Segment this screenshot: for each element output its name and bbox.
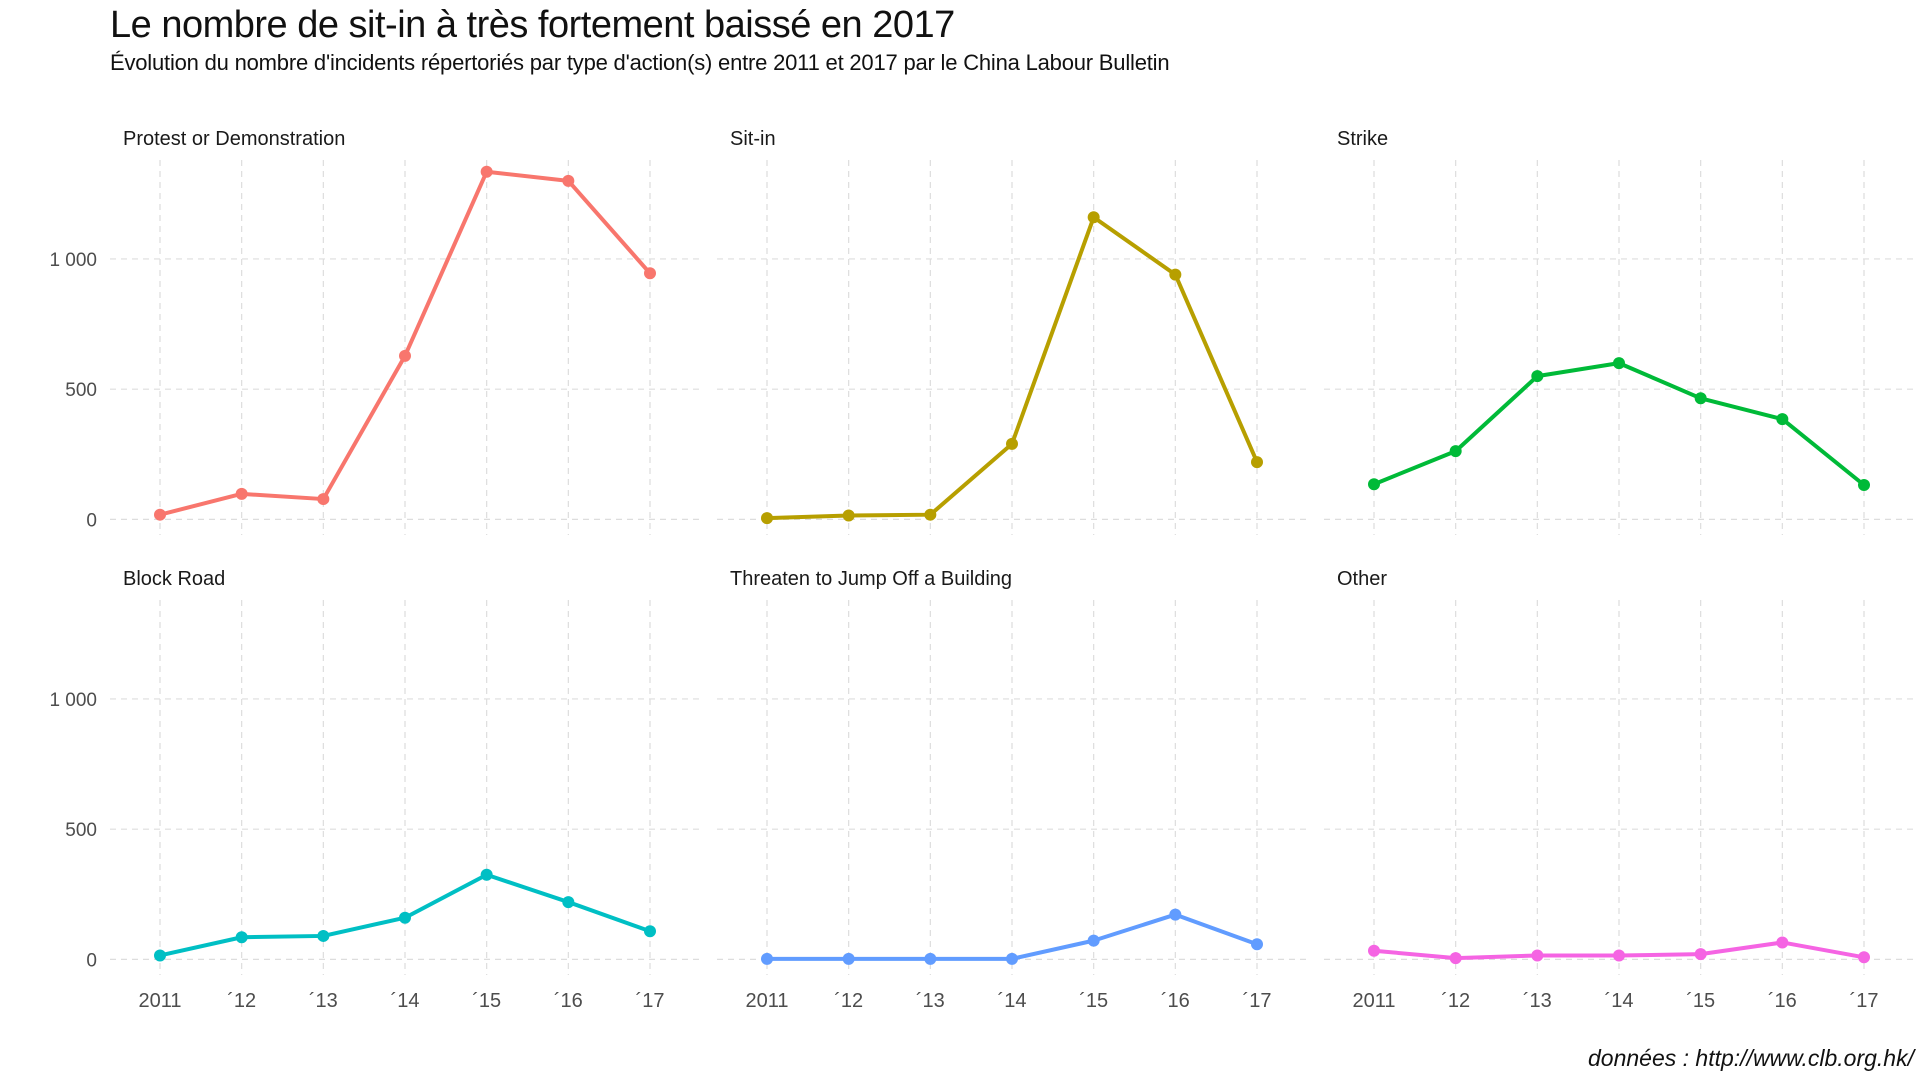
x-tick-label: 2011 bbox=[138, 990, 181, 1012]
data-point bbox=[842, 509, 855, 522]
data-point bbox=[1368, 944, 1380, 957]
x-tick-label: ´17 bbox=[636, 990, 665, 1012]
x-tick-label: ´17 bbox=[1243, 990, 1272, 1012]
data-point bbox=[842, 952, 855, 965]
data-point bbox=[235, 931, 248, 944]
data-point bbox=[1694, 948, 1707, 961]
data-point bbox=[1087, 211, 1100, 224]
data-point bbox=[562, 896, 575, 909]
y-tick-label: 1 000 bbox=[49, 250, 97, 271]
data-point bbox=[761, 512, 773, 525]
panel-title: Block Road bbox=[123, 568, 225, 590]
data-point bbox=[317, 929, 330, 942]
data-point bbox=[644, 267, 656, 280]
x-tick-label: ´17 bbox=[1850, 990, 1879, 1012]
panel-title: Sit-in bbox=[730, 128, 776, 150]
data-point bbox=[1776, 936, 1789, 949]
y-tick-label: 0 bbox=[86, 950, 97, 971]
data-point bbox=[1449, 952, 1462, 965]
data-point bbox=[562, 174, 575, 187]
x-tick-label: ´13 bbox=[916, 990, 945, 1012]
x-tick-label: ´13 bbox=[1523, 990, 1552, 1012]
y-tick-label: 500 bbox=[65, 380, 97, 401]
x-tick-label: ´12 bbox=[834, 990, 863, 1012]
data-point bbox=[1251, 938, 1263, 951]
data-point bbox=[480, 165, 493, 178]
x-tick-label: ´14 bbox=[998, 990, 1027, 1012]
data-point bbox=[1531, 370, 1544, 383]
series-line bbox=[158, 169, 652, 517]
x-tick-label: ´16 bbox=[554, 990, 583, 1012]
data-point bbox=[1368, 478, 1380, 491]
data-point bbox=[154, 949, 166, 962]
x-tick-label: ´14 bbox=[1605, 990, 1634, 1012]
data-point bbox=[235, 487, 248, 500]
data-point bbox=[480, 868, 493, 881]
data-point bbox=[1858, 479, 1870, 491]
data-point bbox=[1776, 413, 1789, 426]
data-point bbox=[761, 952, 773, 965]
data-point bbox=[1251, 456, 1263, 469]
x-tick-label: 2011 bbox=[1352, 990, 1395, 1012]
chart-title: Le nombre de sit-in à très fortement bai… bbox=[110, 4, 955, 46]
data-source-caption: données : http://www.clb.org.hk/ bbox=[1587, 1045, 1914, 1071]
data-point bbox=[1006, 952, 1018, 965]
data-point bbox=[644, 925, 656, 938]
data-point bbox=[1613, 949, 1625, 962]
data-point bbox=[154, 508, 166, 521]
data-point bbox=[1169, 908, 1182, 921]
data-point bbox=[1169, 268, 1182, 281]
data-point bbox=[1449, 445, 1462, 458]
data-point bbox=[399, 911, 411, 924]
x-tick-label: ´12 bbox=[1441, 990, 1470, 1012]
x-tick-label: ´15 bbox=[1079, 990, 1108, 1012]
data-point bbox=[1694, 392, 1707, 405]
x-tick-label: ´13 bbox=[309, 990, 338, 1012]
data-point bbox=[1087, 934, 1100, 947]
x-tick-label: ´12 bbox=[227, 990, 256, 1012]
x-tick-label: ´14 bbox=[391, 990, 420, 1012]
chart-subtitle: Évolution du nombre d'incidents répertor… bbox=[110, 50, 1170, 75]
data-point bbox=[924, 508, 937, 521]
data-point bbox=[317, 493, 330, 506]
y-tick-label: 0 bbox=[86, 510, 97, 531]
x-tick-label: 2011 bbox=[745, 990, 788, 1012]
panel-title: Strike bbox=[1337, 128, 1388, 150]
data-point bbox=[1006, 437, 1018, 450]
data-point bbox=[1613, 357, 1625, 370]
data-point bbox=[1531, 949, 1544, 962]
data-point bbox=[924, 952, 937, 965]
y-tick-label: 500 bbox=[65, 820, 97, 841]
x-tick-label: ´15 bbox=[1686, 990, 1715, 1012]
panel-title: Threaten to Jump Off a Building bbox=[730, 568, 1012, 590]
data-point bbox=[399, 349, 411, 362]
x-tick-label: ´15 bbox=[472, 990, 501, 1012]
y-tick-label: 1 000 bbox=[49, 690, 97, 711]
x-tick-label: ´16 bbox=[1768, 990, 1797, 1012]
data-point bbox=[1858, 951, 1870, 964]
panel-title: Other bbox=[1337, 568, 1387, 590]
x-tick-label: ´16 bbox=[1161, 990, 1190, 1012]
panel-title: Protest or Demonstration bbox=[123, 128, 345, 150]
